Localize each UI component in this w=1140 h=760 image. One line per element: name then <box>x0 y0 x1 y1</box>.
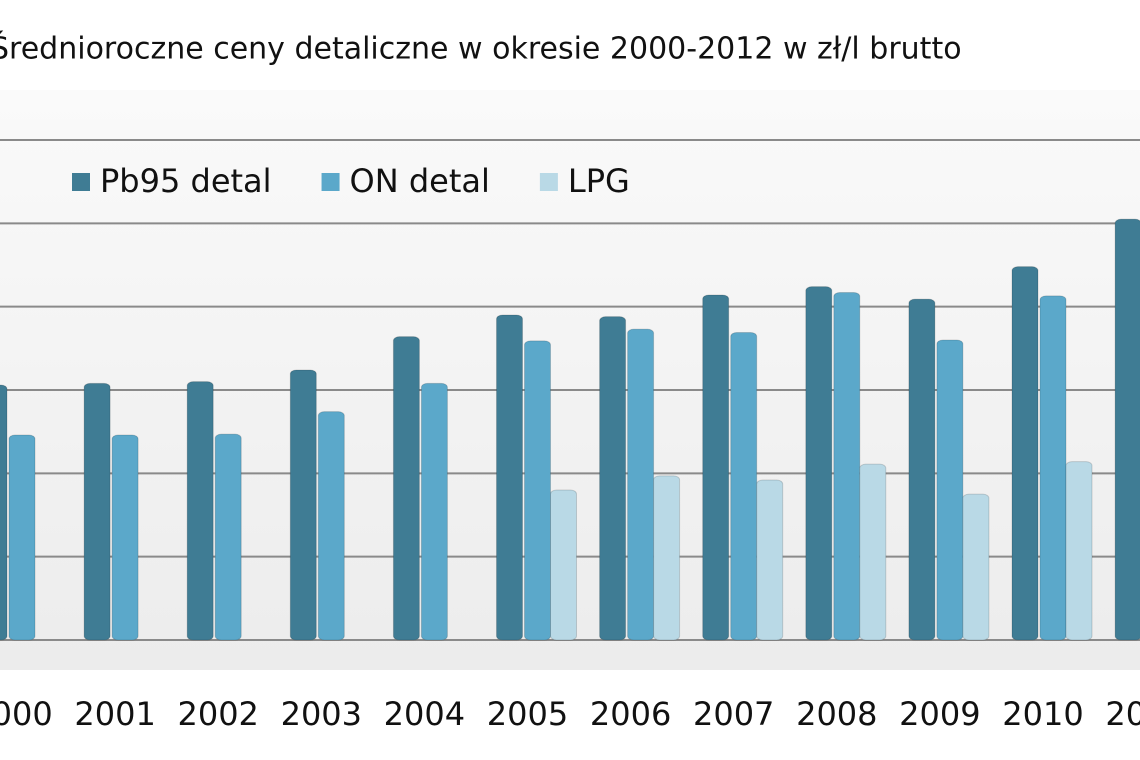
bar <box>420 382 448 641</box>
legend-label: Pb95 detal <box>100 162 272 200</box>
bar <box>730 332 758 641</box>
x-tick-label: 2009 <box>899 695 980 733</box>
x-tick-label: 2010 <box>1002 695 1083 733</box>
bar <box>962 493 990 641</box>
bar <box>1065 461 1093 641</box>
bar <box>936 339 964 641</box>
bar <box>317 411 345 641</box>
bar <box>908 298 936 641</box>
bar <box>550 489 577 641</box>
bar <box>111 434 139 641</box>
bar <box>653 475 681 641</box>
bar <box>186 381 214 641</box>
bar <box>599 316 627 641</box>
bar <box>524 340 551 641</box>
bar <box>289 369 317 641</box>
bar <box>392 336 420 641</box>
x-tick-label: 2006 <box>590 695 671 733</box>
bar <box>8 434 36 641</box>
bar <box>1039 295 1067 641</box>
x-tick-label: 2000 <box>0 695 53 733</box>
x-tick-label: 2003 <box>281 695 362 733</box>
bar <box>1011 266 1039 641</box>
x-tick-label: 2005 <box>487 695 568 733</box>
bar <box>833 292 861 641</box>
x-tick-label: 2011 <box>1105 695 1140 733</box>
bar <box>496 314 523 641</box>
bar <box>214 433 242 641</box>
x-tick-label: 2008 <box>796 695 877 733</box>
chart-title: Średnioroczne ceny detaliczne w okresie … <box>0 30 962 67</box>
legend-swatch <box>72 173 90 191</box>
legend-swatch <box>321 173 340 191</box>
bar <box>702 294 730 641</box>
legend-swatch <box>539 173 558 191</box>
x-tick-label: 2004 <box>384 695 465 733</box>
bar <box>756 479 784 641</box>
x-tick-label: 2007 <box>693 695 774 733</box>
bar <box>859 463 887 641</box>
bar <box>627 328 655 641</box>
bar <box>83 382 111 641</box>
legend-label: ON detal <box>350 162 490 200</box>
x-tick-label: 2001 <box>74 695 155 733</box>
bar <box>805 286 833 641</box>
legend-label: LPG <box>568 162 630 200</box>
bar <box>1114 218 1140 641</box>
x-tick-label: 2002 <box>177 695 258 733</box>
bar <box>0 384 8 641</box>
